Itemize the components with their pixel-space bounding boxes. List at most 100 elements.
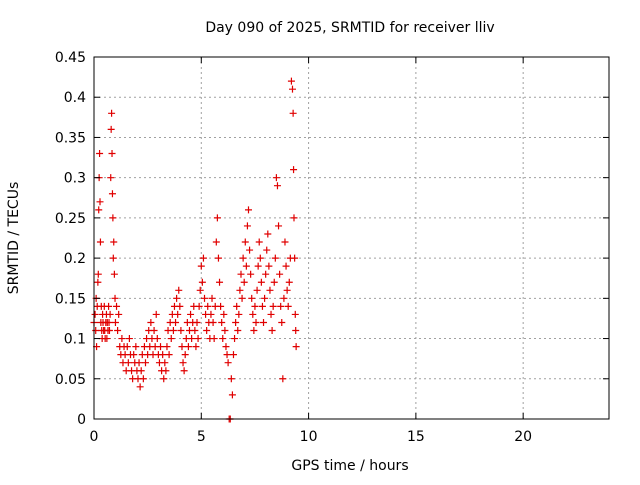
data-point: [280, 294, 288, 302]
data-point: [108, 109, 116, 117]
data-point: [220, 310, 228, 318]
data-point: [247, 270, 255, 278]
data-point: [264, 230, 272, 238]
data-point: [123, 343, 131, 351]
data-point: [239, 254, 247, 262]
data-point: [160, 375, 168, 383]
data-point: [253, 286, 261, 294]
data-point: [107, 174, 115, 182]
data-point: [110, 238, 118, 246]
data-point: [213, 214, 221, 222]
data-point: [273, 182, 281, 190]
data-point: [216, 278, 224, 286]
y-tick-label: 0.45: [55, 50, 86, 66]
data-point: [224, 359, 232, 367]
data-point: [234, 327, 242, 335]
data-point: [292, 343, 300, 351]
data-point: [175, 286, 183, 294]
data-point: [232, 318, 240, 326]
data-point: [208, 294, 216, 302]
data-point: [163, 343, 171, 351]
data-point: [237, 270, 245, 278]
y-tick-label: 0.15: [55, 291, 86, 307]
chart-title: Day 090 of 2025, SRMTID for receiver lli…: [205, 20, 494, 36]
data-point: [218, 318, 226, 326]
data-point: [159, 351, 167, 359]
data-point: [178, 343, 186, 351]
data-point: [203, 327, 211, 335]
data-points: [90, 77, 300, 423]
data-point: [147, 318, 155, 326]
data-point: [291, 310, 299, 318]
data-point: [113, 302, 121, 310]
data-point: [174, 310, 182, 318]
data-point: [193, 318, 201, 326]
data-point: [142, 359, 149, 367]
data-point: [161, 359, 169, 367]
data-point: [173, 294, 181, 302]
data-point: [115, 310, 123, 318]
data-point: [240, 278, 248, 286]
data-point: [177, 327, 185, 335]
data-point: [270, 278, 278, 286]
data-point: [278, 318, 286, 326]
data-point: [96, 238, 104, 246]
y-tick-label: 0.05: [55, 372, 86, 388]
data-point: [103, 335, 111, 343]
gridlines: [94, 57, 609, 419]
y-tick-label: 0.4: [64, 90, 86, 106]
data-point: [107, 125, 115, 133]
data-point: [110, 270, 118, 278]
data-point: [114, 327, 122, 335]
data-point: [167, 335, 175, 343]
data-point: [130, 351, 138, 359]
data-point: [271, 254, 279, 262]
data-point: [258, 302, 266, 310]
y-axis-ticks: 0 0.05 0.1 0.15 0.2 0.25 0.3 0.35 0.4 0.45: [55, 50, 609, 428]
data-point: [195, 302, 203, 310]
data-point: [179, 359, 187, 367]
data-point: [105, 318, 113, 326]
data-point: [231, 335, 239, 343]
data-point: [246, 246, 254, 254]
data-point: [285, 278, 293, 286]
data-point: [291, 254, 299, 262]
data-point: [256, 254, 264, 262]
data-point: [165, 351, 173, 359]
data-point: [284, 302, 292, 310]
data-point: [254, 262, 262, 270]
data-point: [139, 375, 147, 383]
data-point: [109, 214, 117, 222]
data-point: [209, 318, 217, 326]
data-point: [199, 254, 207, 262]
data-point: [279, 375, 287, 383]
data-point: [257, 278, 265, 286]
y-axis-label: SRMTID / TECUs: [6, 182, 22, 295]
data-point: [105, 327, 113, 335]
x-axis-label: GPS time / hours: [291, 458, 408, 474]
data-point: [283, 286, 291, 294]
data-point: [109, 254, 117, 262]
data-point: [169, 327, 177, 335]
data-point: [153, 335, 161, 343]
data-point: [207, 310, 215, 318]
data-point: [268, 327, 276, 335]
data-point: [194, 335, 202, 343]
data-point: [95, 206, 103, 214]
data-point: [92, 327, 100, 335]
data-point: [269, 302, 277, 310]
y-tick-label: 0.1: [64, 332, 86, 348]
data-point: [150, 327, 158, 335]
data-point: [192, 343, 200, 351]
data-point: [152, 310, 160, 318]
data-point: [233, 302, 241, 310]
data-point: [287, 77, 295, 85]
data-point: [180, 367, 188, 375]
data-point: [188, 335, 196, 343]
data-point: [228, 391, 236, 399]
data-point: [181, 351, 189, 359]
data-point: [176, 302, 184, 310]
data-point: [125, 335, 133, 343]
x-tick-label: 5: [197, 429, 206, 445]
